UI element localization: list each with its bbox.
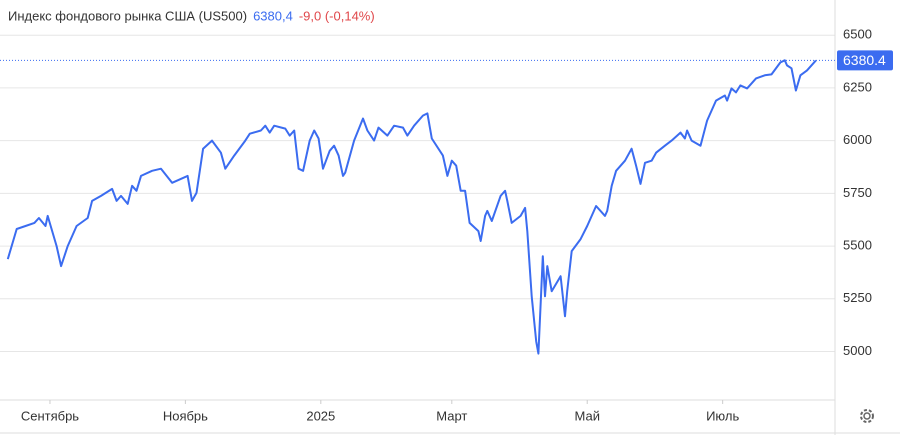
y-tick-label: 5500: [843, 238, 872, 253]
y-tick-label: 6500: [843, 27, 872, 42]
y-tick-label: 6250: [843, 79, 872, 94]
y-tick-label: 5750: [843, 185, 872, 200]
gear-teeth: [860, 409, 874, 423]
x-tick-label: Май: [574, 408, 599, 423]
price-line: [6, 59, 817, 355]
x-tick-label: 2025: [306, 408, 335, 423]
y-tick-label: 5000: [843, 343, 872, 358]
current-price-label: 6380.4: [843, 52, 886, 68]
gear-hub: [863, 412, 871, 420]
settings-icon[interactable]: [860, 409, 874, 423]
instrument-title: Индекс фондового рынка США (US500): [8, 8, 247, 23]
x-tick-label: Сентябрь: [21, 408, 79, 423]
current-price-tag: [837, 50, 893, 71]
x-tick-label: Ноябрь: [163, 408, 208, 423]
x-tick-label: Март: [436, 408, 467, 423]
x-tick-label: Июль: [706, 408, 739, 423]
header-price: 6380,4: [253, 8, 293, 23]
header-change: -9,0 (-0,14%): [299, 8, 375, 23]
y-tick-label: 6000: [843, 132, 872, 147]
y-tick-label: 5250: [843, 290, 872, 305]
